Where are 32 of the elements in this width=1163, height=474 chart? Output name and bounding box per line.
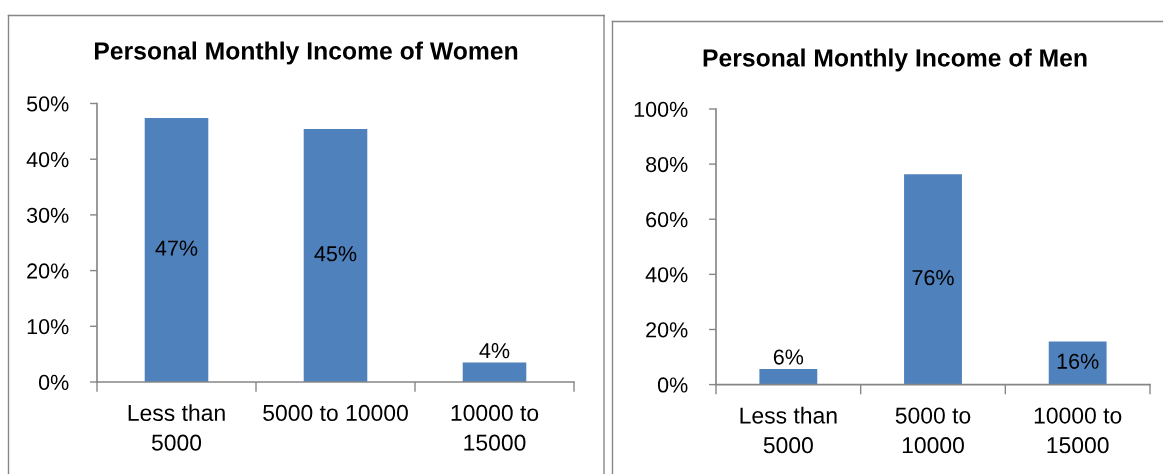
bar: [904, 174, 962, 385]
x-tick-label: Less than 5000: [740, 406, 837, 454]
data-label: 16%: [1057, 353, 1099, 369]
data-label: 47%: [155, 240, 198, 256]
x-tick-label: 5000 to 10000: [895, 407, 971, 454]
bar: [759, 368, 818, 385]
bar: [462, 362, 527, 382]
chart-title: Personal Monthly Income of Men: [703, 48, 1087, 72]
y-tick-label: 20%: [27, 263, 69, 279]
data-label: 45%: [314, 246, 357, 262]
bar: [144, 117, 209, 382]
y-tick-label: 20%: [646, 322, 688, 338]
data-label: 6%: [773, 349, 804, 365]
data-label: 76%: [912, 269, 954, 286]
y-tick-label: 40%: [26, 151, 69, 168]
x-tick-label: 10000 to 15000: [451, 404, 539, 451]
y-tick-label: 40%: [645, 267, 688, 283]
y-tick-label: 0%: [38, 374, 69, 391]
data-label: 4%: [479, 343, 510, 359]
y-tick-label: 80%: [646, 156, 688, 173]
bar: [303, 129, 368, 382]
x-tick-label: 10000 to 15000: [1034, 407, 1122, 454]
y-tick-label: 60%: [646, 212, 688, 228]
bar: [1048, 341, 1107, 385]
y-tick-label: 30%: [26, 207, 69, 223]
x-tick-label: 5000 to 10000: [263, 404, 408, 422]
x-tick-label: Less than 5000: [128, 404, 225, 451]
y-tick-label: 100%: [634, 101, 688, 118]
chart-title: Personal Monthly Income of Women: [94, 41, 518, 65]
y-tick-label: 50%: [27, 96, 69, 112]
y-tick-label: 0%: [657, 377, 688, 393]
y-tick-label: 10%: [27, 319, 69, 335]
